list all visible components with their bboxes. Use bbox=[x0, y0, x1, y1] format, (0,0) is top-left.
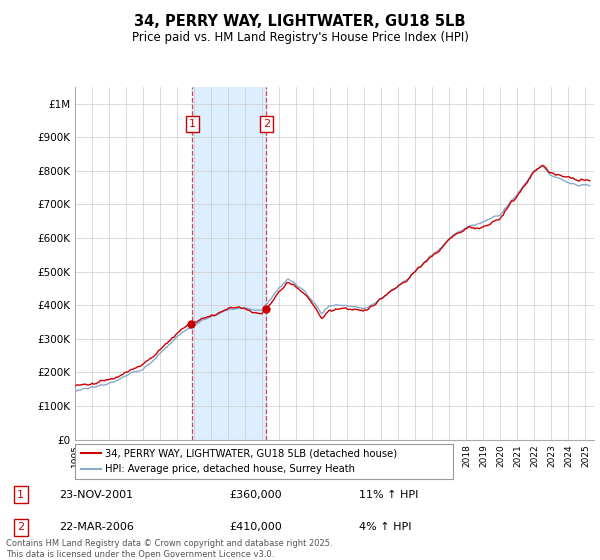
Text: 2: 2 bbox=[17, 522, 24, 533]
Text: Price paid vs. HM Land Registry's House Price Index (HPI): Price paid vs. HM Land Registry's House … bbox=[131, 31, 469, 44]
Text: 1: 1 bbox=[189, 119, 196, 129]
FancyBboxPatch shape bbox=[75, 444, 453, 479]
Text: 34, PERRY WAY, LIGHTWATER, GU18 5LB (detached house): 34, PERRY WAY, LIGHTWATER, GU18 5LB (det… bbox=[105, 449, 397, 459]
Bar bbox=[193, 87, 266, 440]
Text: Contains HM Land Registry data © Crown copyright and database right 2025.
This d: Contains HM Land Registry data © Crown c… bbox=[6, 539, 332, 559]
Text: 34, PERRY WAY, LIGHTWATER, GU18 5LB: 34, PERRY WAY, LIGHTWATER, GU18 5LB bbox=[134, 14, 466, 29]
Text: 11% ↑ HPI: 11% ↑ HPI bbox=[359, 489, 418, 500]
Text: £360,000: £360,000 bbox=[229, 489, 282, 500]
Text: 22-MAR-2006: 22-MAR-2006 bbox=[59, 522, 134, 533]
Text: 4% ↑ HPI: 4% ↑ HPI bbox=[359, 522, 412, 533]
Text: HPI: Average price, detached house, Surrey Heath: HPI: Average price, detached house, Surr… bbox=[105, 464, 355, 474]
Text: 2: 2 bbox=[263, 119, 270, 129]
Text: 23-NOV-2001: 23-NOV-2001 bbox=[59, 489, 133, 500]
Text: £410,000: £410,000 bbox=[229, 522, 282, 533]
Text: 1: 1 bbox=[17, 489, 24, 500]
